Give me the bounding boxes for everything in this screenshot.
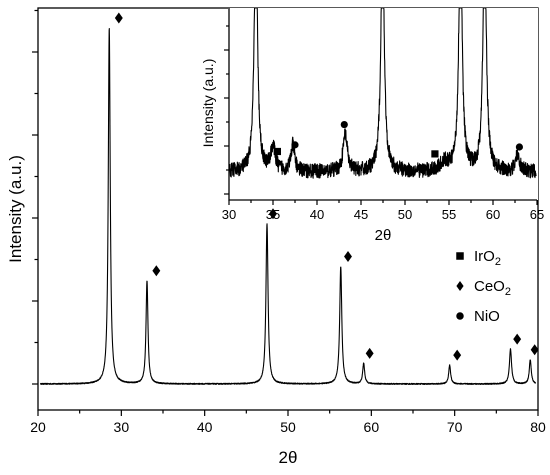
inset-x-tick-label: 35	[266, 207, 280, 222]
main-diamond-marker	[453, 349, 462, 361]
main-x-axis-label: 2θ	[279, 448, 298, 467]
main-diamond-marker	[344, 251, 352, 263]
main-diamond-marker	[530, 344, 539, 356]
inset-xrd-trace	[229, 7, 537, 179]
main-xrd-trace	[39, 28, 537, 385]
main-x-tick-label: 80	[530, 419, 546, 435]
legend-diamond-symbol	[456, 281, 464, 291]
main-diamond-marker	[269, 208, 277, 220]
phase-legend: IrO2 CeO2 NiO	[456, 248, 511, 325]
legend-label: IrO2	[474, 248, 501, 268]
legend-label: CeO2	[474, 278, 511, 298]
inset-circle-marker	[291, 141, 299, 149]
inset-x-tick-label: 55	[442, 207, 456, 222]
main-x-tick-label: 60	[364, 419, 380, 435]
main-x-tick-label: 30	[114, 419, 130, 435]
main-axis-ticks: 20 30 40 50 60 70 80	[30, 9, 546, 435]
inset-x-tick-label: 30	[222, 207, 236, 222]
main-x-tick-label: 70	[447, 419, 463, 435]
legend-square-symbol	[456, 252, 464, 260]
inset-circle-marker	[340, 120, 348, 129]
inset-x-tick-label: 65	[530, 207, 544, 222]
main-x-tick-label: 50	[280, 419, 296, 435]
inset-circle-marker	[515, 143, 524, 151]
inset-x-tick-label: 40	[310, 207, 324, 222]
inset-square-marker	[431, 150, 439, 158]
inset-axes	[228, 8, 537, 201]
inset-y-axis-label: Intensity (a.u.)	[200, 59, 216, 148]
main-peak-markers	[114, 12, 539, 361]
inset-x-tick-label: 50	[398, 207, 412, 222]
inset-peak-markers	[273, 120, 524, 158]
legend-label: NiO	[474, 308, 500, 325]
main-diamond-marker	[365, 347, 374, 359]
main-diamond-marker	[513, 333, 522, 345]
inset-x-axis-label: 2θ	[375, 227, 392, 244]
main-x-tick-label: 40	[197, 419, 213, 435]
inset-x-tick-label: 45	[354, 207, 368, 222]
legend-circle-symbol	[456, 312, 464, 320]
main-x-tick-label: 20	[30, 419, 46, 435]
main-diamond-marker	[152, 265, 161, 277]
main-diamond-marker	[114, 12, 123, 24]
inset-square-marker	[273, 147, 281, 156]
inset-background	[228, 8, 538, 200]
inset-x-tick-label: 60	[486, 207, 500, 222]
main-y-axis-label: Intensity (a.u.)	[6, 155, 25, 263]
